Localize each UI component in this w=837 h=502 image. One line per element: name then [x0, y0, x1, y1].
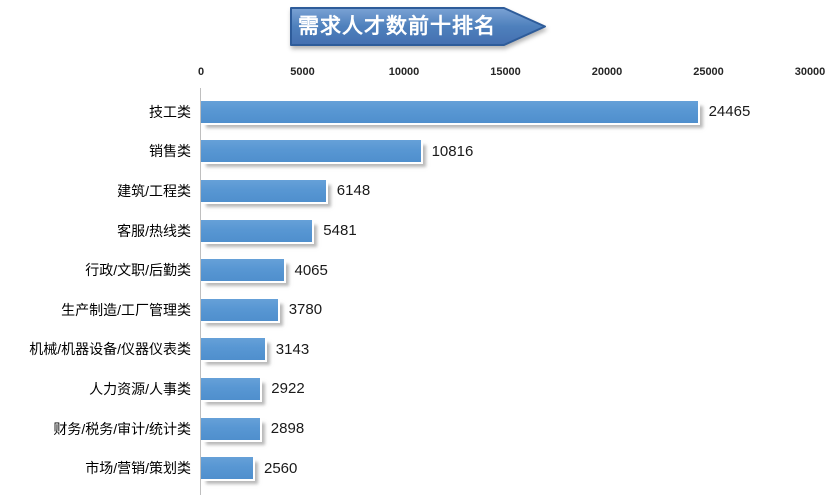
x-tick-label: 20000: [591, 66, 623, 78]
bar: [201, 140, 421, 163]
x-axis: 0 5000 10000 15000 20000 25000 30000: [0, 66, 837, 82]
category-label: 生产制造/工厂管理类: [61, 301, 191, 318]
bar: [201, 179, 326, 202]
category-label: 市场/营销/策划类: [85, 460, 191, 477]
value-label: 2560: [264, 459, 298, 477]
chart-rows: 技工类 24465 销售类 10816 建筑/工程类 6148 客服/热线类 5481 行政/文…: [0, 92, 837, 488]
chart-row: 销售类 10816: [0, 132, 837, 172]
banner-arrow-shape-icon: [290, 7, 546, 46]
value-label: 24465: [708, 103, 751, 121]
value-label: 10816: [431, 142, 474, 160]
category-label: 建筑/工程类: [117, 182, 191, 199]
chart-title: 需求人才数前十排名: [298, 13, 496, 38]
bar: [201, 338, 265, 361]
category-label: 机械/机器设备/仪器仪表类: [29, 341, 191, 358]
value-label: 3780: [288, 301, 323, 319]
value-label: 3143: [275, 340, 310, 358]
category-label: 财务/税务/审计/统计类: [53, 420, 191, 437]
value-label: 2922: [271, 380, 305, 398]
category-label: 人力资源/人事类: [89, 380, 191, 397]
chart-row: 市场/营销/策划类 2560: [0, 448, 837, 488]
x-tick-label: 15000: [490, 66, 521, 78]
value-label: 6148: [336, 182, 371, 200]
x-tick-label: 10000: [388, 66, 420, 78]
bar: [201, 417, 260, 440]
bar: [201, 298, 278, 321]
category-label: 客服/热线类: [117, 222, 191, 239]
bar: [201, 377, 261, 400]
chart-row: 技工类 24465: [0, 92, 837, 132]
value-label: 2898: [270, 420, 305, 438]
chart-row: 行政/文职/后勤类 4065: [0, 250, 837, 290]
category-label: 销售类: [149, 143, 191, 160]
x-tick-label: 25000: [693, 66, 724, 78]
bar: [201, 259, 284, 282]
chart-row: 生产制造/工厂管理类 3780: [0, 290, 837, 330]
x-tick-label: 0: [197, 66, 205, 78]
category-label: 技工类: [149, 103, 191, 120]
value-label: 5481: [323, 222, 357, 240]
chart-row: 人力资源/人事类 2922: [0, 369, 837, 409]
bar: [201, 457, 253, 480]
x-tick-label: 5000: [290, 66, 315, 78]
bar: [201, 100, 698, 123]
chart-row: 客服/热线类 5481: [0, 211, 837, 251]
chart-row: 建筑/工程类 6148: [0, 171, 837, 211]
category-label: 行政/文职/后勤类: [85, 262, 191, 279]
x-tick-label: 30000: [794, 66, 826, 78]
chart-title-banner: 需求人才数前十排名: [290, 7, 548, 47]
bar: [201, 219, 313, 242]
value-label: 4065: [294, 261, 328, 279]
chart-row: 财务/税务/审计/统计类 2898: [0, 409, 837, 449]
chart-row: 机械/机器设备/仪器仪表类 3143: [0, 330, 837, 370]
y-axis-line: [200, 88, 201, 495]
